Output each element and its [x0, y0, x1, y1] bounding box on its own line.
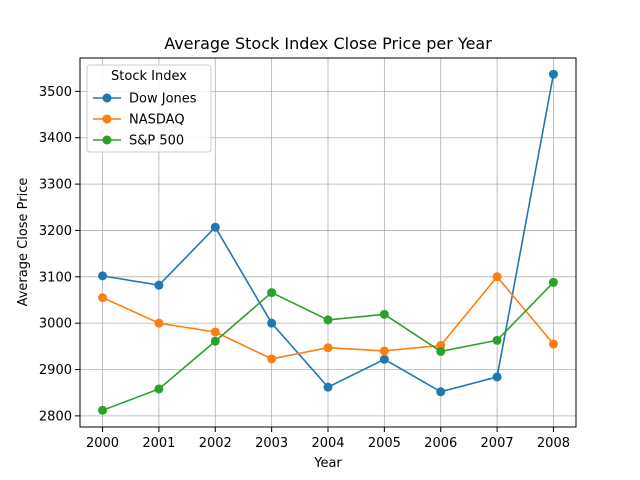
y-tick-label: 2800	[39, 409, 72, 424]
data-point-s-p-500	[436, 346, 446, 356]
x-tick-label: 2005	[368, 436, 401, 451]
legend-marker	[102, 93, 112, 103]
chart-title: Average Stock Index Close Price per Year	[164, 34, 492, 53]
series-s-p-500	[98, 277, 558, 415]
data-point-dow-jones	[154, 280, 164, 290]
data-point-s-p-500	[267, 288, 277, 298]
data-point-nasdaq	[492, 272, 502, 282]
legend: Stock Index Dow Jones NASDAQ S&P 500	[86, 64, 212, 153]
data-point-nasdaq	[548, 339, 558, 349]
x-axis: 2000 2001 2002 2003 2004 2005 2006 2007 2008	[86, 427, 570, 451]
data-point-s-p-500	[154, 384, 164, 394]
legend-label: NASDAQ	[129, 113, 185, 128]
legend-label: S&P 500	[129, 134, 184, 149]
data-point-dow-jones	[436, 387, 446, 397]
data-point-s-p-500	[210, 336, 220, 346]
x-tick-label: 2006	[424, 436, 457, 451]
x-tick-label: 2002	[199, 436, 232, 451]
data-point-dow-jones	[210, 222, 220, 232]
legend-item: NASDAQ	[93, 113, 185, 128]
data-point-nasdaq	[154, 318, 164, 328]
y-tick-label: 2900	[39, 363, 72, 378]
data-point-dow-jones	[267, 318, 277, 328]
y-tick-label: 3400	[39, 131, 72, 146]
data-point-s-p-500	[492, 335, 502, 345]
data-point-dow-jones	[492, 372, 502, 382]
x-axis-title: Year	[313, 456, 342, 471]
legend-marker	[102, 114, 112, 124]
legend-marker	[102, 135, 112, 145]
legend-label: Dow Jones	[129, 92, 197, 107]
x-tick-label: 2001	[142, 436, 175, 451]
data-point-nasdaq	[210, 327, 220, 337]
y-axis-title: Average Close Price	[16, 178, 31, 307]
legend-item: Dow Jones	[93, 92, 197, 107]
x-tick-label: 2008	[537, 436, 570, 451]
y-tick-label: 3100	[39, 270, 72, 285]
series-layer	[98, 69, 558, 415]
data-point-s-p-500	[548, 277, 558, 287]
x-tick-label: 2003	[255, 436, 288, 451]
data-point-nasdaq	[379, 346, 389, 356]
x-tick-label: 2007	[481, 436, 514, 451]
legend-item: S&P 500	[93, 134, 184, 149]
data-point-dow-jones	[379, 354, 389, 364]
data-point-s-p-500	[323, 315, 333, 325]
data-point-dow-jones	[98, 271, 108, 281]
data-point-nasdaq	[267, 354, 277, 364]
data-point-s-p-500	[98, 405, 108, 415]
series-dow-jones	[98, 69, 558, 397]
series-nasdaq	[98, 272, 558, 364]
data-point-dow-jones	[323, 382, 333, 392]
data-point-s-p-500	[379, 309, 389, 319]
x-tick-label: 2000	[86, 436, 119, 451]
y-tick-label: 3000	[39, 317, 72, 332]
data-point-nasdaq	[323, 343, 333, 353]
y-axis: 2800 2900 3000 3100 3200 3300 3400 3500	[39, 85, 80, 424]
data-point-nasdaq	[98, 293, 108, 303]
y-tick-label: 3500	[39, 85, 72, 100]
y-tick-label: 3200	[39, 224, 72, 239]
legend-title: Stock Index	[111, 69, 187, 84]
legend-box	[86, 64, 212, 153]
x-tick-label: 2004	[311, 436, 344, 451]
data-point-dow-jones	[548, 69, 558, 79]
y-tick-label: 3300	[39, 178, 72, 193]
